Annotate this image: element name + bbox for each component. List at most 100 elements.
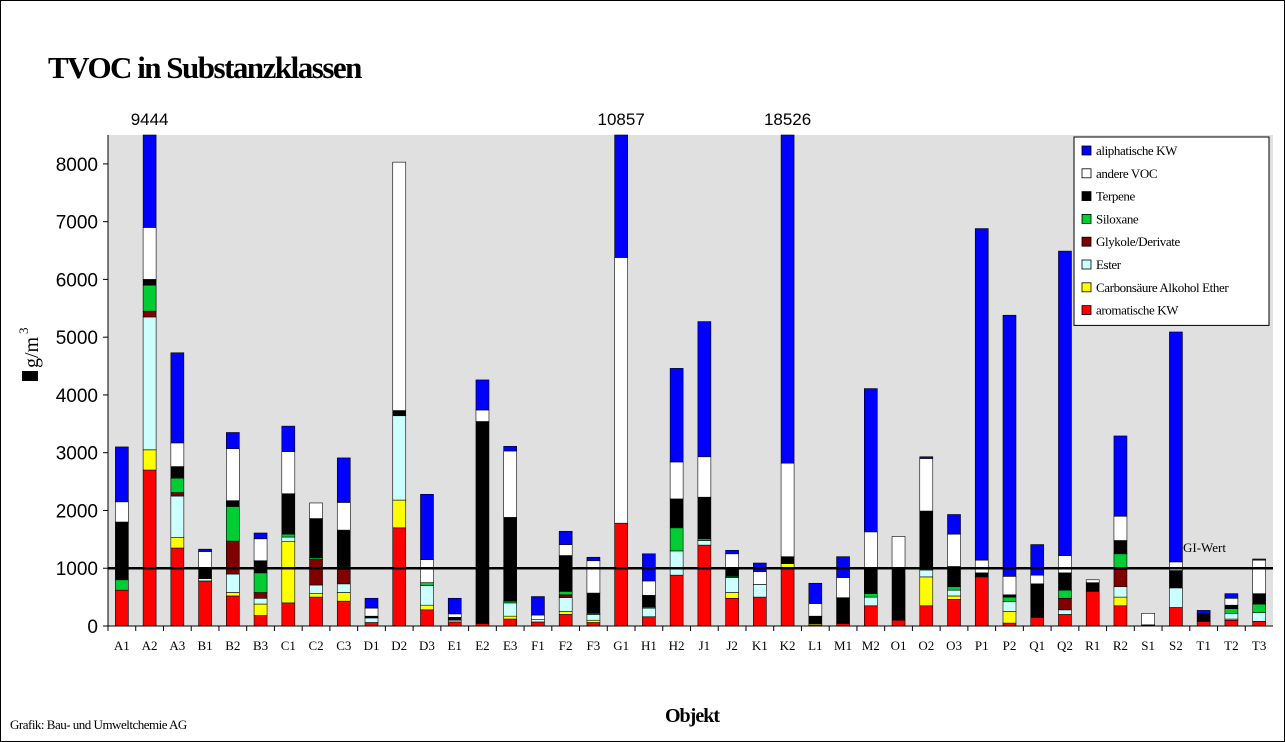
legend-label-terpene: Terpene bbox=[1096, 189, 1136, 204]
bar-segment-Q2-ester bbox=[1058, 609, 1072, 615]
bar-segment-J1-andere-voc bbox=[697, 456, 712, 498]
x-tick-label-K2: K2 bbox=[780, 638, 796, 653]
x-tick-label-O1: O1 bbox=[891, 638, 907, 653]
bar-segment-A2-andere-voc bbox=[142, 227, 157, 280]
bar-segment-C3-carbons-ure-alkohol-ether bbox=[336, 592, 351, 602]
bar-segment-K2-aromatische-kw bbox=[780, 567, 795, 627]
bar-segment-P2-aliphatische-kw bbox=[1002, 314, 1017, 577]
bar-segment-F2-aliphatische-kw bbox=[558, 530, 573, 545]
x-tick-label-F2: F2 bbox=[559, 638, 573, 653]
bar-segment-R2-terpene bbox=[1113, 540, 1128, 555]
bar-segment-M2-aromatische-kw bbox=[863, 605, 878, 627]
bar-segment-E3-andere-voc bbox=[503, 450, 518, 518]
bar-segment-T3-ester bbox=[1252, 612, 1266, 622]
x-tick-label-E1: E1 bbox=[447, 638, 461, 653]
bar-segment-T2-andere-voc bbox=[1224, 597, 1239, 606]
y-tick-label: 6000 bbox=[56, 270, 98, 291]
bar-segment-E3-aliphatische-kw bbox=[503, 446, 518, 452]
bar-segment-M2-terpene bbox=[863, 567, 878, 594]
bar-segment-J2-aromatische-kw bbox=[725, 597, 739, 627]
x-tick-label-B1: B1 bbox=[197, 638, 212, 653]
y-tick-label: 0 bbox=[87, 617, 98, 638]
bar-segment-K1-andere-voc bbox=[753, 571, 767, 585]
bar-segment-A1-aromatische-kw bbox=[115, 589, 129, 627]
bar-segment-E3-ester bbox=[503, 602, 518, 617]
bar-segment-R2-andere-voc bbox=[1113, 515, 1128, 541]
overflow-label-A2: 9444 bbox=[131, 110, 169, 129]
bar-segment-Q2-siloxane bbox=[1058, 589, 1072, 599]
bar-segment-K1-ester bbox=[753, 584, 767, 598]
bar-segment-A1-terpene bbox=[115, 521, 129, 581]
bar-segment-B1-terpene bbox=[198, 568, 212, 579]
bar-segment-R2-aliphatische-kw bbox=[1113, 435, 1128, 517]
bar-segment-P2-andere-voc bbox=[1002, 576, 1017, 596]
x-tick-label-Q1: Q1 bbox=[1029, 638, 1045, 653]
bar-segment-H2-terpene bbox=[669, 498, 684, 529]
bar-segment-B2-siloxane bbox=[226, 506, 240, 542]
bar-segment-C1-andere-voc bbox=[281, 451, 296, 495]
bar-segment-Q2-aliphatische-kw bbox=[1058, 250, 1072, 556]
bar-segment-C2-glykole-derivate bbox=[309, 559, 323, 586]
bar-segment-P2-carbons-ure-alkohol-ether bbox=[1002, 611, 1017, 624]
y-tick-label: 3000 bbox=[56, 444, 98, 465]
legend-box bbox=[1073, 136, 1270, 326]
bar-segment-T1-aromatische-kw bbox=[1196, 621, 1211, 627]
bar-segment-F3-ester bbox=[586, 614, 601, 621]
x-tick-label-F1: F1 bbox=[531, 638, 545, 653]
bar-segment-G1-aliphatische-kw bbox=[614, 134, 628, 258]
mu-symbol bbox=[22, 371, 38, 381]
x-tick-label-H1: H1 bbox=[641, 638, 657, 653]
bar-segment-C2-terpene bbox=[309, 518, 323, 559]
bar-segment-B2-terpene bbox=[226, 500, 240, 507]
bar-segment-A2-siloxane bbox=[142, 284, 157, 312]
x-tick-label-O2: O2 bbox=[918, 638, 934, 653]
legend-label-aromatische-kw: aromatische KW bbox=[1096, 303, 1179, 318]
x-tick-label-A2: A2 bbox=[142, 638, 158, 653]
bar-segment-R2-glykole-derivate bbox=[1113, 569, 1128, 588]
bar-segment-B1-andere-voc bbox=[198, 551, 212, 570]
x-tick-label-E3: E3 bbox=[503, 638, 517, 653]
bar-segment-G1-andere-voc bbox=[614, 257, 628, 524]
bar-segment-E2-terpene bbox=[475, 421, 490, 624]
bar-segment-F3-terpene bbox=[586, 592, 601, 614]
bar-segment-O3-siloxane bbox=[947, 586, 961, 591]
bar-segment-C1-aliphatische-kw bbox=[281, 425, 296, 452]
bar-segment-D3-ester bbox=[420, 585, 434, 606]
bar-segment-H1-ester bbox=[642, 607, 656, 618]
bar-segment-D3-aliphatische-kw bbox=[420, 493, 434, 560]
y-tick-label: 8000 bbox=[56, 155, 98, 176]
bar-segment-O3-terpene bbox=[947, 566, 961, 588]
bar-segment-P2-siloxane bbox=[1002, 596, 1017, 603]
x-tick-label-D2: D2 bbox=[391, 638, 407, 653]
bar-segment-D3-andere-voc bbox=[420, 559, 434, 583]
legend-swatch-glykole-derivate bbox=[1081, 236, 1092, 247]
x-tick-label-D3: D3 bbox=[419, 638, 435, 653]
bar-segment-L1-terpene bbox=[808, 615, 823, 624]
bar-segment-R1-andere-voc bbox=[1085, 579, 1100, 583]
x-axis-label: Objekt bbox=[665, 705, 720, 727]
bar-segment-S2-aliphatische-kw bbox=[1169, 331, 1183, 563]
reference-line-layer: GI-Wert bbox=[108, 540, 1273, 570]
bar-segment-C3-aliphatische-kw bbox=[336, 457, 351, 503]
bar-segment-T3-aliphatische-kw bbox=[1252, 558, 1266, 561]
bar-segment-A3-aliphatische-kw bbox=[170, 352, 185, 444]
x-tick-label-R1: R1 bbox=[1085, 638, 1100, 653]
bar-segment-M2-ester bbox=[863, 596, 878, 607]
legend-swatch-terpene bbox=[1081, 191, 1092, 202]
bar-segment-C2-carbons-ure-alkohol-ether bbox=[309, 593, 323, 598]
x-tick-label-P1: P1 bbox=[975, 638, 989, 653]
legend-label-aliphatische-kw: aliphatische KW bbox=[1096, 143, 1178, 158]
bar-segment-T3-andere-voc bbox=[1252, 559, 1266, 594]
bar-segment-A2-glykole-derivate bbox=[142, 310, 157, 318]
x-tick-label-G1: G1 bbox=[613, 638, 629, 653]
x-tick-label-T1: T1 bbox=[1196, 638, 1210, 653]
bar-segment-A3-siloxane bbox=[170, 477, 185, 493]
bar-segment-F3-andere-voc bbox=[586, 560, 601, 594]
bar-segment-K1-aromatische-kw bbox=[753, 596, 767, 627]
bar-segment-E1-aromatische-kw bbox=[447, 621, 462, 627]
bar-segment-A3-aromatische-kw bbox=[170, 547, 185, 627]
bar-segment-B3-siloxane bbox=[253, 572, 268, 593]
bar-segment-M2-siloxane bbox=[863, 593, 878, 598]
bar-segment-M1-andere-voc bbox=[836, 577, 850, 598]
